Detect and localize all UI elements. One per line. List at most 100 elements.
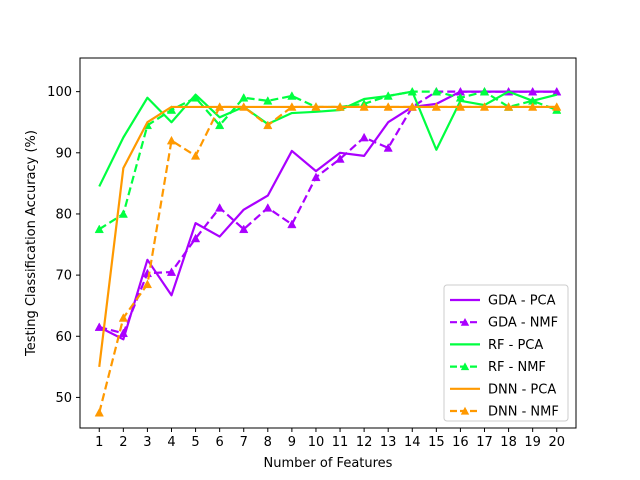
x-tick-label: 18 [500, 435, 517, 450]
data-point-marker [94, 224, 104, 234]
data-point-marker [455, 93, 466, 102]
legend-item: RF - PCA [450, 338, 543, 353]
data-point-marker [166, 267, 177, 276]
legend-label: RF - NMF [488, 360, 546, 375]
data-point-marker [359, 102, 369, 111]
x-tick-label: 20 [548, 435, 565, 450]
x-tick-label: 19 [524, 435, 541, 450]
legend-item: DNN - NMF [450, 405, 559, 420]
y-axis: 50 60 70 80 90 100 [47, 85, 80, 406]
x-tick-label: 3 [143, 435, 151, 450]
x-tick-label: 17 [476, 435, 493, 450]
legend-item: GDA - PCA [450, 294, 556, 309]
data-point-marker [383, 91, 393, 100]
data-point-marker [190, 93, 201, 102]
series-rf-nmf [94, 86, 562, 234]
series-rf-pca [98, 90, 558, 187]
y-tick-label: 90 [55, 146, 72, 161]
series-line [98, 105, 557, 413]
legend-label: RF - PCA [488, 338, 543, 353]
y-tick-label: 70 [55, 269, 72, 284]
legend-marker [460, 362, 470, 371]
data-point-marker [431, 86, 441, 96]
x-tick-label: 15 [428, 435, 445, 450]
x-tick-label: 9 [288, 435, 296, 450]
data-point-marker [407, 86, 417, 96]
data-point-marker [239, 102, 249, 111]
x-tick-label: 2 [119, 435, 127, 450]
data-point-marker [215, 120, 225, 130]
data-point-marker [431, 102, 441, 111]
plot-frame [79, 57, 577, 429]
x-tick-label: 4 [167, 435, 175, 450]
x-tick-label: 7 [240, 435, 248, 450]
x-tick-label: 16 [452, 435, 469, 450]
legend-item: DNN - PCA [450, 382, 556, 397]
x-tick-label: 5 [191, 435, 199, 450]
x-tick-label: 13 [380, 435, 397, 450]
data-point-marker [190, 151, 201, 160]
series-dnn-nmf [94, 102, 562, 417]
data-point-marker [479, 86, 490, 96]
data-point-marker [528, 102, 538, 111]
x-tick-label: 14 [404, 435, 421, 450]
data-point-marker [383, 102, 393, 111]
legend-item: RF - NMF [450, 360, 546, 375]
data-point-marker [287, 91, 297, 100]
data-point-marker [407, 102, 417, 111]
data-point-marker [94, 407, 104, 417]
data-point-marker [142, 279, 153, 289]
data-point-marker [166, 135, 177, 145]
data-point-marker [479, 102, 490, 111]
data-point-marker [263, 96, 273, 105]
legend-label: GDA - PCA [488, 294, 556, 309]
data-point-marker [239, 224, 249, 234]
data-point-marker [166, 105, 177, 114]
data-point-marker [118, 328, 128, 338]
data-point-marker [311, 102, 321, 111]
series-line [98, 90, 558, 187]
y-tick-label: 50 [55, 391, 72, 406]
data-point-marker [118, 313, 128, 322]
data-point-marker [215, 203, 225, 212]
data-point-marker [383, 143, 393, 152]
legend-label: DNN - PCA [488, 382, 556, 397]
data-point-marker [455, 102, 466, 111]
x-axis-title: Number of Features [264, 456, 393, 471]
x-tick-label: 12 [356, 435, 373, 450]
legend-box [443, 284, 569, 422]
x-tick-label: 11 [332, 435, 349, 450]
data-point-marker [335, 154, 345, 163]
x-tick-label: 8 [264, 435, 272, 450]
x-tick-label: 6 [216, 435, 224, 450]
legend-marker [460, 318, 470, 326]
series-line [98, 90, 557, 335]
data-point-marker [239, 93, 249, 102]
legend-label: DNN - NMF [488, 405, 559, 420]
data-point-marker [190, 233, 201, 243]
data-point-marker [263, 120, 273, 130]
data-point-marker [311, 172, 321, 182]
data-point-marker [359, 132, 369, 142]
x-tick-label: 10 [308, 435, 325, 450]
y-tick-label: 60 [55, 330, 72, 345]
data-point-marker [503, 102, 514, 111]
y-tick-label: 100 [47, 85, 72, 100]
data-point-marker [552, 102, 562, 111]
legend-label: GDA - NMF [488, 316, 558, 331]
data-point-marker [287, 102, 297, 111]
series-layer [94, 86, 562, 417]
data-point-marker [94, 322, 104, 331]
data-point-marker [215, 102, 225, 111]
data-point-marker [263, 203, 273, 212]
legend-item: GDA - NMF [450, 316, 558, 331]
data-point-marker [287, 219, 297, 229]
data-point-marker [118, 209, 128, 218]
y-tick-label: 80 [55, 207, 72, 222]
legend: GDA - PCA GDA - NMF RF - PCA RF - NMF DNN - … [443, 284, 569, 422]
data-point-marker [335, 102, 345, 111]
x-axis: 1 2 3 4 5 6 7 8 9 10 11 12 13 14 15 16 17 18 19 20 [95, 428, 565, 450]
legend-marker [460, 406, 470, 415]
